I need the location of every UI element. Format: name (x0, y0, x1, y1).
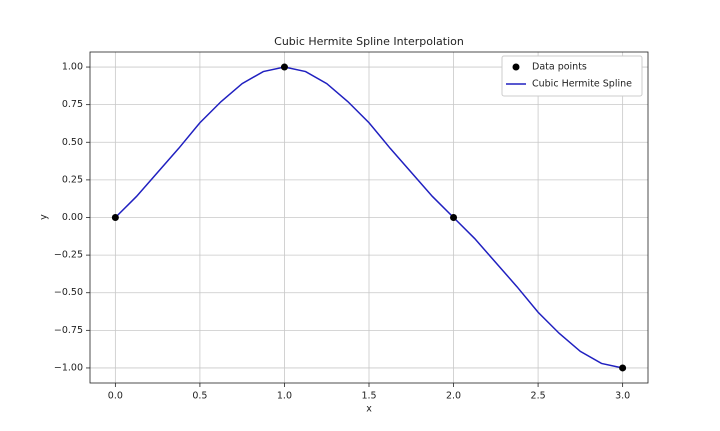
y-tick-label: −0.25 (54, 250, 83, 261)
y-tick-label: 0.50 (62, 137, 83, 148)
legend-label: Cubic Hermite Spline (532, 79, 632, 90)
legend-marker (512, 63, 520, 71)
y-tick-label: −0.75 (54, 325, 83, 336)
data-point (280, 63, 288, 71)
y-tick-label: 0.75 (62, 99, 83, 110)
legend-box (501, 55, 643, 97)
chart-title: Cubic Hermite Spline Interpolation (274, 35, 464, 48)
x-tick-label: 1.0 (277, 391, 292, 402)
x-axis-label: x (366, 404, 372, 415)
y-tick-label: 0.00 (62, 212, 83, 223)
x-tick-label: 2.0 (446, 391, 461, 402)
spline-line (114, 66, 623, 369)
y-tick-label: −0.50 (54, 287, 83, 298)
plot-frame (89, 51, 649, 384)
y-tick-label: 0.25 (62, 174, 83, 185)
x-tick-label: 2.5 (531, 391, 546, 402)
y-axis-label: y (39, 214, 50, 220)
x-tick-label: 1.5 (361, 391, 376, 402)
x-tick-label: 0.0 (108, 391, 123, 402)
x-tick-label: 0.5 (192, 391, 207, 402)
legend-label: Data points (532, 62, 587, 73)
y-tick-label: −1.00 (54, 362, 83, 373)
y-tick-label: 1.00 (62, 62, 83, 73)
x-tick-label: 3.0 (615, 391, 630, 402)
data-point (619, 364, 627, 372)
data-point (450, 214, 458, 221)
data-point (111, 214, 119, 221)
